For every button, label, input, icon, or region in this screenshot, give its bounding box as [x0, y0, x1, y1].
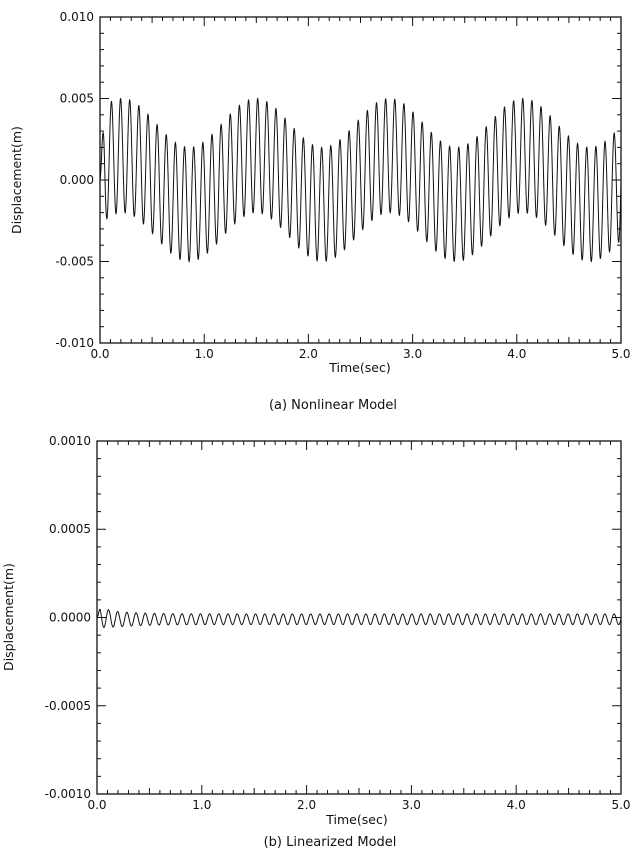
- x-tick-label: 5.0: [611, 798, 630, 812]
- y-tick-labels-a: 0.010 0.005 0.000 -0.005 -0.010: [55, 10, 94, 350]
- x-tick-label: 3.0: [402, 798, 421, 812]
- y-tick-label: 0.0010: [49, 434, 91, 448]
- x-tick-label: 0.0: [90, 347, 109, 361]
- x-tick-labels-a: 0.0 1.0 2.0 3.0 4.0 5.0: [90, 347, 630, 361]
- y-tick-label: 0.000: [60, 173, 94, 187]
- y-tick-label: -0.005: [55, 255, 94, 269]
- x-tick-label: 4.0: [507, 798, 526, 812]
- series-line-nonlinear: [99, 97, 622, 263]
- y-tick-label: -0.010: [55, 336, 94, 350]
- x-tick-labels-b: 0.0 1.0 2.0 3.0 4.0 5.0: [87, 798, 630, 812]
- x-tick-label: 1.0: [192, 798, 211, 812]
- y-tick-label: 0.005: [60, 92, 94, 106]
- y-tick-labels-b: 0.0010 0.0005 0.0000 -0.0005 -0.0010: [45, 434, 91, 801]
- x-tick-label: 0.0: [87, 798, 106, 812]
- x-tick-label: 3.0: [403, 347, 422, 361]
- ticks-b: [96, 440, 622, 795]
- caption-b: (b) Linearized Model: [264, 835, 397, 849]
- series-line-linearized: [96, 608, 622, 628]
- x-axis-label-b: Time(sec): [325, 812, 387, 827]
- panel-b: 0.0 1.0 2.0 3.0 4.0 5.0 0.0010 0.0005 0.…: [1, 434, 631, 850]
- caption-a: (a) Nonlinear Model: [269, 398, 397, 413]
- x-tick-label: 5.0: [611, 347, 630, 361]
- y-tick-label: -0.0010: [45, 787, 91, 801]
- y-tick-label: 0.0005: [49, 522, 91, 536]
- y-tick-label: -0.0005: [45, 699, 91, 713]
- x-tick-label: 2.0: [299, 347, 318, 361]
- x-tick-label: 2.0: [297, 798, 316, 812]
- x-tick-label: 1.0: [195, 347, 214, 361]
- y-tick-label: 0.0000: [49, 611, 91, 625]
- x-tick-label: 4.0: [507, 347, 526, 361]
- y-tick-label: 0.010: [60, 10, 94, 24]
- x-axis-label-a: Time(sec): [328, 360, 390, 375]
- y-axis-label-b: Displacement(m): [1, 563, 16, 671]
- y-axis-label-a: Displacement(m): [9, 126, 24, 234]
- panel-a: 0.0 1.0 2.0 3.0 4.0 5.0 0.010 0.005 0.00…: [9, 10, 631, 413]
